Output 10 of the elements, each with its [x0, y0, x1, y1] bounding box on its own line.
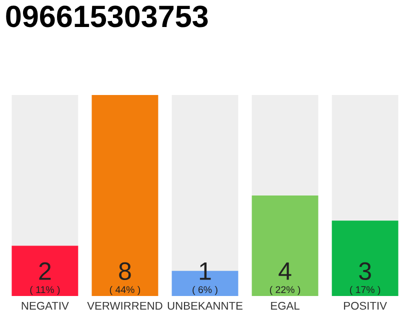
data-label: 2 ( 11% ) — [30, 262, 60, 296]
data-label: 4 ( 22% ) — [270, 262, 300, 296]
x-tick-label: POSITIV — [344, 302, 387, 310]
x-tick-label: UNBEKANNTE — [168, 302, 242, 310]
x-tick-label: NEGATIV — [22, 302, 69, 310]
data-label: 8 ( 44% ) — [110, 262, 140, 296]
x-tick-label: VERWIRREND — [87, 302, 162, 310]
chart-title: 096615303753 — [6, 6, 208, 28]
x-tick-label: EGAL — [271, 302, 300, 310]
data-label: 3 ( 17% ) — [350, 262, 380, 296]
